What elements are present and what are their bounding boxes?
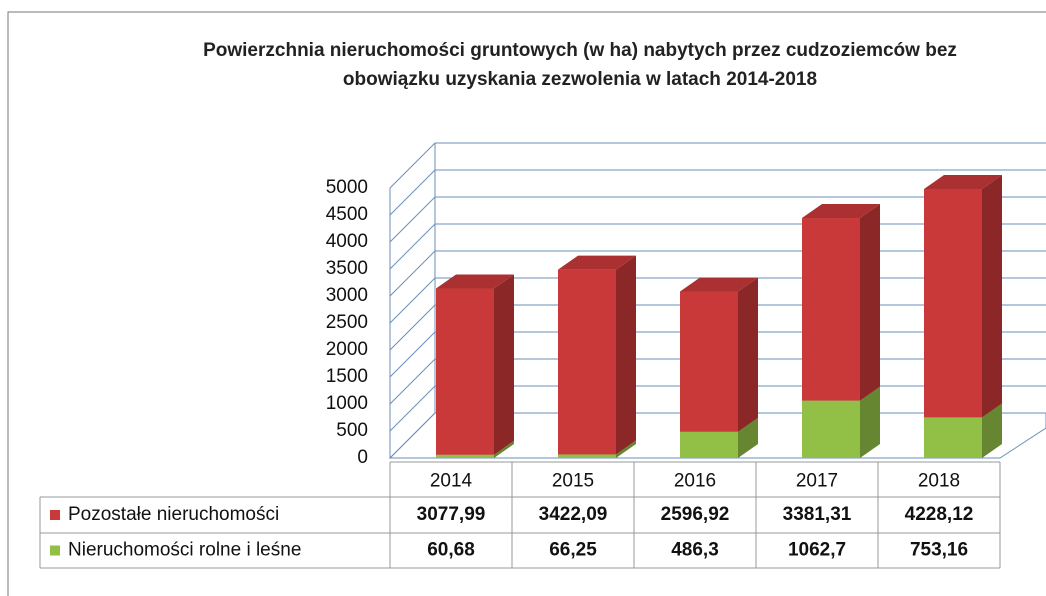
bar (558, 269, 616, 455)
bar-side (860, 204, 880, 401)
data-label: 4228,12 (905, 504, 974, 525)
y-tick-label: 1000 (326, 393, 368, 414)
bar-side (982, 403, 1002, 458)
bar-top (436, 274, 514, 289)
y-tick-label: 0 (357, 447, 368, 468)
bar-side (860, 386, 880, 458)
legend-label: Pozostałe nieruchomości (68, 504, 279, 525)
legend-swatch (50, 510, 60, 520)
bar-side (738, 417, 758, 458)
bar (924, 417, 982, 458)
y-tick-label: 3000 (326, 285, 368, 306)
bar-side (494, 440, 514, 458)
bar-side (616, 440, 636, 458)
bar (802, 218, 860, 401)
y-tick-label: 500 (336, 420, 368, 441)
bar-side (494, 274, 514, 455)
legend-label: Nieruchomości rolne i leśne (68, 540, 301, 561)
y-tick-label: 2000 (326, 339, 368, 360)
y-tick-label: 5000 (326, 177, 368, 198)
bar (680, 431, 738, 458)
data-label: 60,68 (427, 540, 475, 561)
x-tick-label: 2016 (674, 471, 716, 492)
bar (436, 454, 494, 458)
x-tick-label: 2017 (796, 471, 838, 492)
y-tick-label: 4000 (326, 231, 368, 252)
y-tick-label: 2500 (326, 312, 368, 333)
frame (7, 11, 1046, 596)
data-label: 3381,31 (783, 504, 852, 525)
y-tick-label: 1500 (326, 366, 368, 387)
data-label: 1062,7 (788, 540, 846, 561)
data-label: 3422,09 (539, 504, 608, 525)
bar (802, 400, 860, 458)
data-label: 753,16 (910, 540, 968, 561)
bar (436, 288, 494, 455)
x-tick-label: 2015 (552, 471, 594, 492)
bar-top (558, 255, 636, 270)
legend-swatch (50, 545, 60, 556)
bar-top (924, 175, 1002, 190)
x-tick-label: 2014 (430, 471, 473, 492)
data-label: 2596,92 (661, 504, 730, 525)
bar-side (616, 255, 636, 455)
y-tick-label: 4500 (326, 204, 368, 225)
bar-top (802, 204, 880, 219)
bar-side (982, 175, 1002, 418)
y-tick-label: 3500 (326, 258, 368, 279)
bar-top (680, 277, 758, 292)
data-label: 66,25 (549, 540, 597, 561)
bar (924, 189, 982, 418)
bar (558, 454, 616, 458)
chart-title: Powierzchnia nieruchomości gruntowych (w… (203, 40, 957, 90)
data-label: 3077,99 (417, 504, 486, 525)
bar (680, 291, 738, 432)
data-label: 486,3 (671, 540, 719, 561)
x-tick-label: 2018 (918, 471, 960, 492)
bar-side (738, 277, 758, 432)
